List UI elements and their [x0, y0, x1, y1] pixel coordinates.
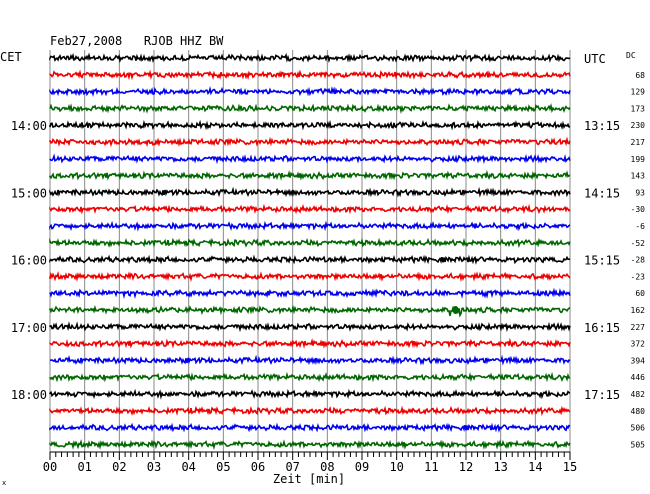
seismic-trace: [49, 254, 571, 265]
seismic-trace: [49, 220, 571, 232]
seismic-trace: [49, 86, 571, 97]
dc-offset-value: 446: [631, 373, 646, 382]
x-tick-label: 10: [389, 460, 403, 474]
seismic-trace: [49, 422, 571, 433]
seismic-trace: [49, 136, 571, 148]
seismic-trace: [49, 321, 571, 333]
chart-title: Feb27,2008 RJOB HHZ BW: [50, 34, 224, 48]
cet-time-label: 16:00: [11, 254, 47, 268]
x-tick-label: 14: [528, 460, 542, 474]
dc-offset-value: 173: [631, 104, 646, 113]
x-tick-label: 03: [147, 460, 161, 474]
seismic-trace: [49, 169, 571, 181]
event-marker: [452, 306, 459, 314]
dc-offset-value: 372: [631, 340, 646, 349]
seismic-trace: [49, 388, 571, 400]
cet-zone-label: CET: [0, 50, 22, 64]
cet-time-label: 15:00: [11, 186, 47, 200]
dc-offset-value: 217: [631, 138, 646, 147]
seismic-trace: [49, 203, 571, 215]
seismic-trace: [49, 186, 571, 198]
dc-header-label: DC: [626, 51, 636, 60]
x-tick-label: 00: [43, 460, 57, 474]
dc-offset-value: 505: [631, 440, 646, 449]
x-tick-label: 11: [424, 460, 438, 474]
seismic-trace: [49, 52, 571, 64]
utc-time-label: 16:15: [584, 321, 620, 335]
dc-offset-value: 230: [631, 121, 646, 130]
corner-mark: x: [2, 479, 6, 487]
label-layer: 00 01 02 03 04 05 06 07 08 09 10 11 12 13 14 15 14:00 15:…: [11, 52, 645, 474]
grid-layer: [49, 50, 571, 460]
seismic-trace: [49, 237, 571, 249]
dc-offset-value: -30: [631, 205, 646, 214]
seismic-trace: [49, 103, 571, 115]
x-tick-label: 12: [459, 460, 473, 474]
dc-offset-value: 394: [631, 356, 646, 365]
cet-time-label: 14:00: [11, 119, 47, 133]
seismic-trace: [49, 69, 571, 81]
seismic-trace: [49, 371, 571, 383]
trace-layer: [49, 52, 571, 451]
x-tick-label: 09: [355, 460, 369, 474]
utc-time-label: 15:15: [584, 254, 620, 268]
dc-offset-value: 93: [635, 188, 645, 197]
utc-time-label: 14:15: [584, 186, 620, 200]
x-tick-label: 08: [320, 460, 334, 474]
seismic-trace: [49, 153, 571, 165]
cet-time-label: 17:00: [11, 321, 47, 335]
dc-offset-value: 199: [631, 155, 646, 164]
x-tick-label: 01: [77, 460, 91, 474]
seismic-trace: [49, 287, 571, 300]
utc-time-label: 17:15: [584, 388, 620, 402]
utc-time-label: UTC: [584, 52, 606, 66]
dc-offset-value: 162: [631, 306, 646, 315]
x-tick-label: 13: [493, 460, 507, 474]
x-tick-label: 05: [216, 460, 230, 474]
seismic-trace: [49, 119, 571, 131]
dc-offset-value: -23: [631, 272, 646, 281]
dc-offset-value: -6: [635, 222, 645, 231]
x-axis-label: Zeit [min]: [273, 472, 345, 486]
cet-time-label: 18:00: [11, 388, 47, 402]
dc-offset-value: 482: [631, 390, 646, 399]
dc-offset-value: -28: [631, 256, 646, 265]
seismic-trace: [49, 304, 571, 318]
dc-offset-value: -52: [631, 239, 646, 248]
seismic-trace: [49, 438, 571, 451]
x-tick-label: 04: [181, 460, 195, 474]
seismic-trace: [49, 270, 571, 283]
x-tick-label: 15: [563, 460, 577, 474]
x-tick-label: 02: [112, 460, 126, 474]
dc-offset-value: 480: [631, 407, 646, 416]
dc-offset-value: 129: [631, 88, 646, 97]
x-tick-label: 07: [285, 460, 299, 474]
dc-offset-value: 143: [631, 172, 646, 181]
seismic-trace: [49, 354, 571, 366]
utc-time-label: 13:15: [584, 119, 620, 133]
dc-offset-value: 227: [631, 323, 646, 332]
seismic-trace: [49, 337, 571, 349]
dc-offset-value: 506: [631, 424, 646, 433]
seismic-trace: [49, 405, 571, 417]
dc-offset-value: 60: [635, 289, 645, 298]
dc-offset-value: 68: [635, 71, 645, 80]
x-tick-label: 06: [251, 460, 265, 474]
